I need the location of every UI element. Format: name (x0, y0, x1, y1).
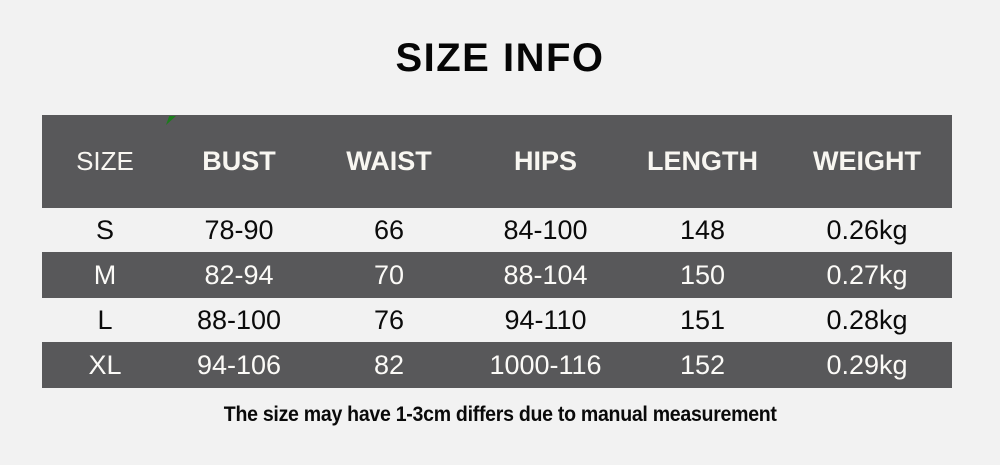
size-chart-table: SIZE BUST WAIST HIPS LENGTH WEIGHT S 78-… (42, 115, 952, 388)
cell-weight: 0.26kg (826, 214, 908, 245)
table-row-m: M 82-94 70 88-104 150 0.27kg (42, 252, 952, 298)
header-cell-weight: WEIGHT (813, 146, 921, 176)
header-cell-size: SIZE (76, 146, 134, 176)
cell-weight: 0.27kg (826, 259, 908, 290)
cell-waist: 70 (373, 259, 405, 290)
measurement-footnote: The size may have 1-3cm differs due to m… (0, 403, 1000, 427)
cell-bust: 88-100 (196, 304, 282, 335)
page-title: SIZE INFO (395, 36, 605, 80)
table-row-l: L 88-100 76 94-110 151 0.28kg (42, 298, 952, 342)
cell-size: S (95, 214, 114, 245)
cell-size: XL (88, 349, 122, 380)
cell-hips: 84-100 (503, 214, 588, 245)
header-cell-waist: WAIST (346, 146, 432, 176)
table-row-xl: XL 94-106 82 1000-116 152 0.29kg (42, 342, 952, 388)
cell-hips: 88-104 (503, 259, 588, 290)
cell-hips: 1000-116 (489, 349, 602, 380)
cell-size: M (93, 259, 117, 290)
cell-waist: 82 (373, 349, 405, 380)
cell-bust: 82-94 (204, 259, 274, 290)
header-cell-hips: HIPS (513, 146, 578, 176)
table-row-s: S 78-90 66 84-100 148 0.26kg (42, 208, 952, 252)
cell-length: 152 (679, 349, 726, 380)
cell-waist: 76 (373, 304, 405, 335)
cell-weight: 0.29kg (826, 349, 908, 380)
measurement-footnote-text: The size may have 1-3cm differs due to m… (223, 403, 777, 426)
cell-weight: 0.28kg (826, 304, 908, 335)
cell-bust: 78-90 (204, 214, 274, 245)
cell-size: L (97, 304, 113, 335)
header-cell-length: LENGTH (647, 146, 758, 176)
cell-length: 148 (679, 214, 726, 245)
cell-length: 150 (679, 259, 726, 290)
table-header-row: SIZE BUST WAIST HIPS LENGTH WEIGHT (42, 115, 952, 208)
green-corner-marker-icon (166, 116, 176, 125)
cell-bust: 94-106 (196, 349, 282, 380)
cell-length: 151 (679, 304, 726, 335)
cell-hips: 94-110 (504, 304, 587, 335)
header-cell-bust: BUST (202, 146, 276, 176)
cell-waist: 66 (373, 214, 405, 245)
